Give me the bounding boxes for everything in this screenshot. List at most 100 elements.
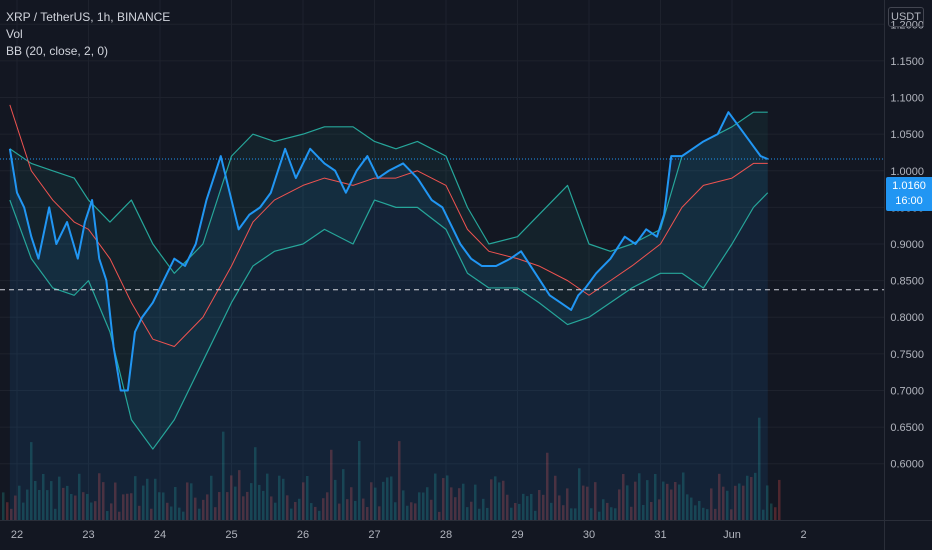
volume-bar <box>510 507 513 520</box>
volume-bar <box>326 492 329 520</box>
volume-bar <box>138 505 141 520</box>
volume-bar <box>470 501 473 520</box>
x-tick-label: 26 <box>297 529 309 541</box>
volume-bar <box>718 473 721 520</box>
currency-unit-button[interactable]: USDT <box>888 7 924 27</box>
volume-bar <box>374 487 377 520</box>
volume-bar <box>178 507 181 520</box>
volume-bar <box>190 483 193 520</box>
volume-bar <box>434 473 437 520</box>
volume-bar <box>566 488 569 520</box>
volume-bar <box>638 473 641 520</box>
volume-bar <box>682 472 685 520</box>
volume-bar <box>174 487 177 520</box>
volume-bar <box>398 441 401 520</box>
volume-bar <box>162 492 165 520</box>
volume-bar <box>246 491 249 520</box>
volume-bar <box>546 452 549 520</box>
volume-bar <box>422 492 425 520</box>
volume-bar <box>226 492 229 520</box>
volume-bar <box>258 484 261 520</box>
volume-bar <box>306 475 309 520</box>
volume-bar <box>738 483 741 520</box>
volume-bar <box>334 479 337 520</box>
volume-bar <box>702 507 705 520</box>
bollinger-label[interactable]: BB (20, close, 2, 0) <box>6 44 109 58</box>
volume-bar <box>118 511 121 520</box>
volume-bar <box>6 502 9 520</box>
volume-bar <box>146 478 149 520</box>
volume-bar <box>66 485 69 520</box>
x-tick-label: 30 <box>583 529 595 541</box>
volume-bar <box>270 496 273 520</box>
volume-bar <box>318 510 321 520</box>
y-tick-label: 0.7000 <box>890 385 924 397</box>
volume-bar <box>754 472 757 520</box>
volume-bar <box>414 503 417 520</box>
volume-bar <box>358 440 361 520</box>
volume-bar <box>610 507 613 520</box>
x-tick-label: 28 <box>440 529 452 541</box>
volume-bar <box>446 475 449 520</box>
y-tick-label: 1.0000 <box>890 166 924 178</box>
volume-bar <box>206 494 209 520</box>
y-tick-label: 0.8000 <box>890 312 924 324</box>
y-tick-label: 0.6000 <box>890 459 924 471</box>
volume-bar <box>170 506 173 520</box>
volume-bar <box>518 503 521 520</box>
volume-bar <box>502 480 505 520</box>
volume-bar <box>14 495 17 520</box>
volume-bar <box>602 499 605 520</box>
volume-bar <box>598 511 601 520</box>
volume-bar <box>250 483 253 520</box>
volume-bar <box>2 492 5 520</box>
volume-bar <box>498 482 501 520</box>
volume-bar <box>122 494 125 520</box>
volume-bar <box>254 447 257 520</box>
volume-bar <box>522 493 525 520</box>
volume-bar <box>622 474 625 520</box>
volume-bar <box>574 508 577 520</box>
volume-bar <box>578 468 581 520</box>
bollinger-band-fill <box>9 112 768 450</box>
volume-bar <box>654 474 657 520</box>
volume-bar <box>542 494 545 520</box>
volume-bar <box>778 479 781 520</box>
volume-bar <box>770 503 773 520</box>
volume-label[interactable]: Vol <box>6 27 23 41</box>
volume-bar <box>202 499 205 520</box>
volume-bar <box>22 502 25 520</box>
volume-bar <box>26 489 29 520</box>
volume-bar <box>214 507 217 520</box>
volume-bar <box>582 485 585 520</box>
volume-bar <box>62 487 65 520</box>
volume-bar <box>694 505 697 520</box>
volume-bar <box>342 469 345 520</box>
volume-bar <box>730 509 733 520</box>
volume-bar <box>126 493 129 520</box>
volume-bar <box>378 506 381 520</box>
volume-bar <box>594 482 597 520</box>
volume-bar <box>758 417 761 520</box>
volume-bar <box>670 489 673 520</box>
volume-bar <box>282 478 285 520</box>
volume-bar <box>234 486 237 520</box>
price-area-fill <box>9 112 768 521</box>
volume-bar <box>690 497 693 520</box>
volume-bar <box>746 475 749 520</box>
volume-bar <box>362 498 365 520</box>
volume-bar <box>386 477 389 520</box>
volume-bar <box>46 490 49 520</box>
volume-bar <box>90 502 93 520</box>
symbol-title[interactable]: XRP / TetherUS, 1h, BINANCE <box>6 10 171 24</box>
y-tick-label: 1.2000 <box>890 19 924 31</box>
volume-bar <box>242 496 245 520</box>
volume-bar <box>590 508 593 520</box>
volume-bar <box>290 508 293 520</box>
bollinger-lower-line <box>9 192 769 450</box>
volume-bar <box>294 501 297 520</box>
volume-bar <box>430 499 433 520</box>
volume-bar <box>666 483 669 520</box>
volume-bar <box>402 490 405 520</box>
